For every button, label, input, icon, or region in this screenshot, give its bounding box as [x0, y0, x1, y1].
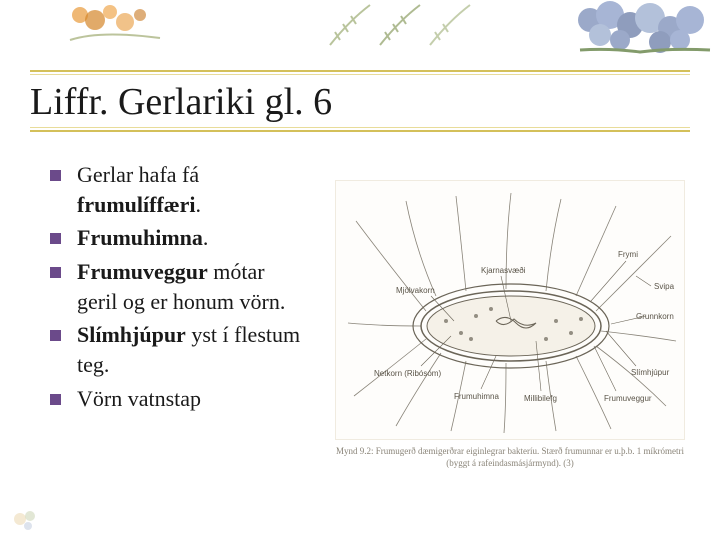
bullet-text: Frumuhimna.: [77, 223, 310, 253]
slide-top-decoration: [0, 0, 720, 60]
label-grunnkorn: Grunnkorn: [636, 312, 674, 321]
decoration-ferns: [320, 0, 500, 50]
title-container: Liffr. Gerlariki gl. 6: [30, 70, 690, 132]
label-svipa: Svipa: [654, 282, 675, 291]
bullet-marker: [50, 267, 61, 278]
bacteria-diagram: Kjarnasvæði Mjölvakorn Netkorn (Ribósóm)…: [335, 180, 685, 440]
bullet-marker: [50, 394, 61, 405]
figure-caption: Mynd 9.2: Frumugerð dæmigerðrar eiginleg…: [336, 446, 684, 469]
bullet-text: Slímhjúpur yst í flestum teg.: [77, 320, 310, 379]
decoration-hydrangea: [560, 0, 720, 60]
label-slimhjupur: Slímhjúpur: [631, 368, 670, 377]
bullet-text: Gerlar hafa fá frumulíffæri.: [77, 160, 310, 219]
content-area: Gerlar hafa fá frumulíffæri. Frumuhimna.…: [50, 150, 690, 520]
label-frumuveggur: Frumuveggur: [604, 394, 652, 403]
bullet-marker: [50, 170, 61, 181]
bullet-item: Vörn vatnstap: [50, 384, 310, 414]
bullet-list: Gerlar hafa fá frumulíffæri. Frumuhimna.…: [50, 150, 310, 520]
label-millibilefg: Millibilefg: [524, 394, 557, 403]
label-mjolvakorn: Mjölvakorn: [396, 286, 435, 295]
label-kjarnasvaedi: Kjarnasvæði: [481, 266, 526, 275]
bullet-item: Frumuveggur mótar geril og er honum vörn…: [50, 257, 310, 316]
figure-area: Kjarnasvæði Mjölvakorn Netkorn (Ribósóm)…: [330, 150, 690, 520]
bullet-marker: [50, 330, 61, 341]
bullet-marker: [50, 233, 61, 244]
slide-title: Liffr. Gerlariki gl. 6: [30, 80, 690, 124]
bullet-item: Frumuhimna.: [50, 223, 310, 253]
label-frumuhimna: Frumuhimna: [454, 392, 499, 401]
label-netkorn: Netkorn (Ribósóm): [374, 369, 441, 378]
bullet-item: Slímhjúpur yst í flestum teg.: [50, 320, 310, 379]
bullet-item: Gerlar hafa fá frumulíffæri.: [50, 160, 310, 219]
decoration-flowers: [60, 0, 180, 50]
label-frymi: Frymi: [618, 250, 638, 259]
bullet-text: Vörn vatnstap: [77, 384, 310, 414]
corner-decoration-icon: [10, 504, 40, 534]
bullet-text: Frumuveggur mótar geril og er honum vörn…: [77, 257, 310, 316]
